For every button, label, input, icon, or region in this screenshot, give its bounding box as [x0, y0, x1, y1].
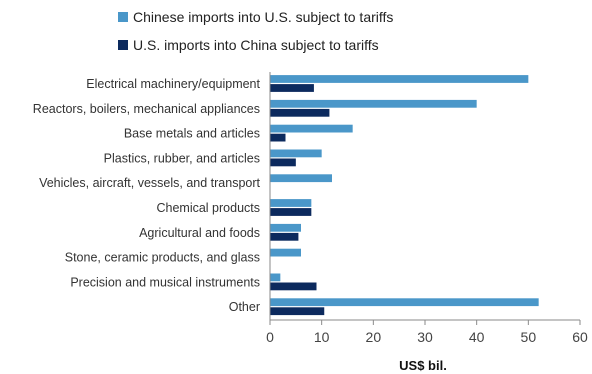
bar-series-1	[270, 248, 301, 257]
x-tick-label: 40	[469, 329, 485, 345]
bar-series-2	[270, 158, 296, 167]
category-label: Chemical products	[156, 201, 260, 215]
bar-series-1	[270, 99, 477, 108]
bar-series-1	[270, 149, 322, 158]
x-tick-label: 30	[417, 329, 433, 345]
bar-series-2	[270, 108, 330, 117]
bar-series-1	[270, 273, 281, 282]
x-tick-label: 20	[366, 329, 382, 345]
legend-swatch-2	[118, 40, 128, 50]
legend: Chinese imports into U.S. subject to tar…	[118, 9, 393, 53]
category-label: Vehicles, aircraft, vessels, and transpo…	[39, 176, 260, 190]
legend-label-1: Chinese imports into U.S. subject to tar…	[133, 9, 393, 25]
bar-series-1	[270, 223, 301, 232]
legend-label-2: U.S. imports into China subject to tarif…	[133, 37, 379, 53]
bar-series-1	[270, 75, 529, 83]
category-label: Agricultural and foods	[139, 226, 260, 240]
category-label: Precision and musical instruments	[70, 275, 260, 289]
legend-swatch-1	[118, 12, 128, 22]
bar-series-2	[270, 232, 299, 241]
x-tick-label: 50	[521, 329, 537, 345]
category-label: Stone, ceramic products, and glass	[65, 251, 260, 265]
bar-series-1	[270, 298, 539, 307]
x-tick-label: 0	[266, 329, 274, 345]
bar-series-1	[270, 199, 312, 207]
x-axis: 0 10 20 30 40 50 60	[266, 72, 588, 345]
x-tick-label: 10	[314, 329, 330, 345]
bar-series-2	[270, 208, 312, 216]
category-label: Base metals and articles	[124, 127, 260, 141]
category-labels: Electrical machinery/equipment Reactors, …	[33, 77, 261, 314]
bar-series-2	[270, 282, 317, 291]
x-axis-title: US$ bil.	[399, 358, 447, 373]
category-label: Reactors, boilers, mechanical appliances	[33, 102, 260, 116]
category-label: Plastics, rubber, and articles	[104, 151, 260, 165]
category-label: Other	[229, 300, 260, 314]
bar-series-2	[270, 307, 325, 316]
category-label: Electrical machinery/equipment	[86, 77, 260, 91]
bar-series-2	[270, 133, 286, 142]
bar-series-2	[270, 84, 314, 92]
bar-series-1	[270, 124, 353, 133]
x-tick-label: 60	[572, 329, 588, 345]
bar-series-1	[270, 174, 332, 183]
bars	[270, 75, 539, 316]
